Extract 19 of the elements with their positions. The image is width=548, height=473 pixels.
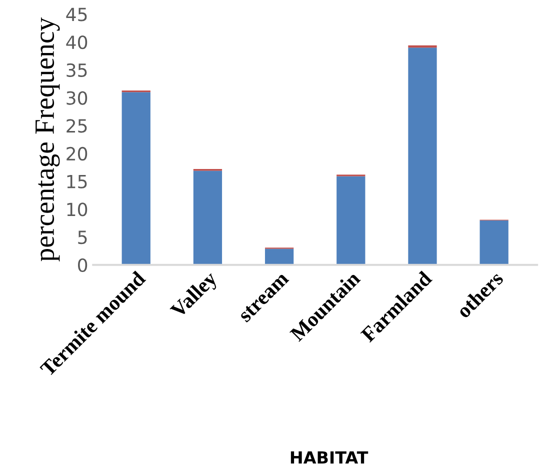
bar	[122, 92, 150, 265]
bar	[193, 170, 222, 265]
y-tick-label: 35	[66, 63, 87, 78]
y-axis-title: percentage Frequency	[36, 17, 60, 262]
x-axis-title: HABITAT	[290, 451, 368, 464]
y-tick-label: 0	[78, 258, 88, 272]
bar	[336, 176, 366, 265]
y-tick-label: 5	[78, 230, 87, 244]
y-tick-label: 15	[67, 175, 87, 188]
bar	[408, 48, 437, 265]
y-tick-label: 45	[66, 8, 87, 22]
y-tick-label: 10	[67, 202, 88, 216]
bar	[408, 45, 437, 48]
y-tick-label: 30	[66, 91, 88, 105]
y-tick-label: 20	[66, 146, 88, 161]
bar	[264, 248, 294, 265]
bar	[480, 220, 508, 265]
y-tick-label: 25	[66, 119, 87, 133]
y-tick-label: 40	[66, 36, 88, 50]
